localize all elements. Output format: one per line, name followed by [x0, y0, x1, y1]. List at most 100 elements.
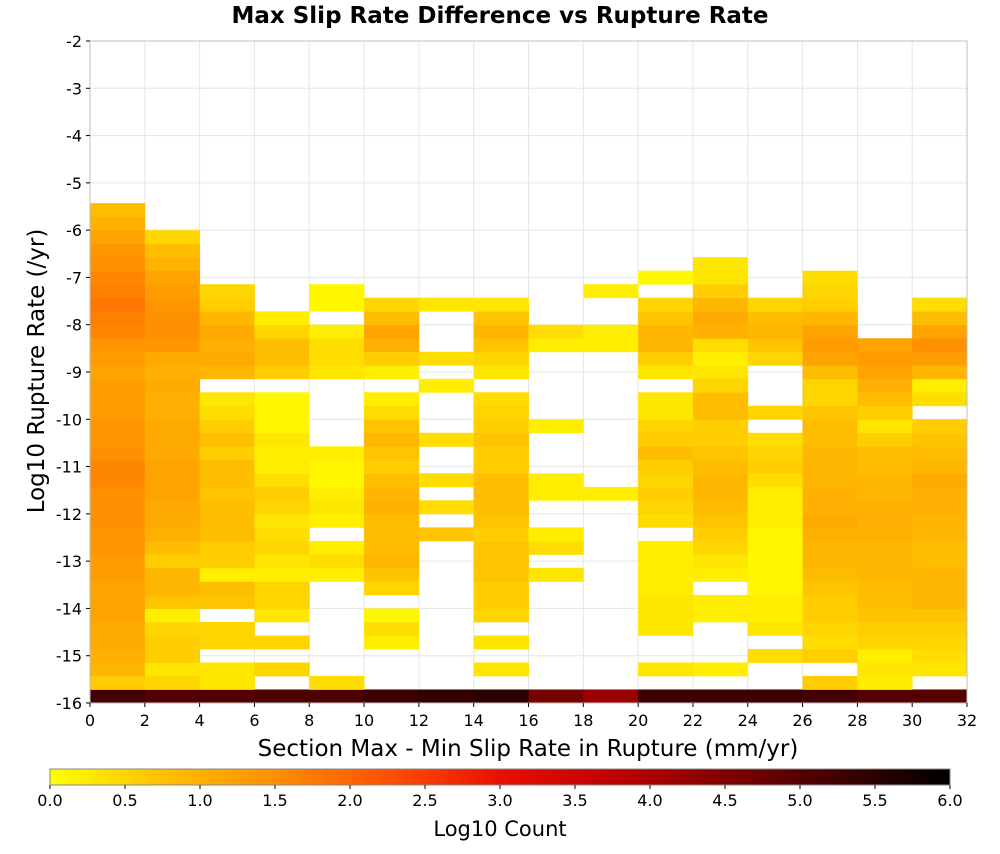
- heatmap-cell: [528, 473, 584, 488]
- heatmap-cell: [90, 554, 146, 569]
- heatmap-cell: [692, 459, 749, 474]
- x-axis-ticks: 0 2 4 6 8 10 12 14 16 18 20 22 24 26 28 30 32: [85, 703, 977, 730]
- heatmap-cell: [528, 567, 584, 582]
- heatmap-cell: [90, 365, 146, 380]
- heatmap-cell: [747, 689, 803, 704]
- heatmap-cell: [309, 540, 365, 555]
- heatmap-cell: [364, 446, 420, 461]
- heatmap-cell: [802, 392, 858, 407]
- heatmap-cell: [692, 473, 749, 488]
- heatmap-cell: [199, 419, 255, 434]
- heatmap-cell: [692, 594, 749, 609]
- heatmap-cell: [857, 662, 913, 677]
- heatmap-cell: [90, 540, 146, 555]
- y-tick-label: -4: [66, 127, 82, 146]
- heatmap-cell: [912, 500, 968, 515]
- heatmap-cell: [857, 689, 913, 704]
- heatmap-cell: [473, 338, 529, 353]
- heatmap-cell: [364, 459, 420, 474]
- heatmap-cell: [364, 540, 420, 555]
- heatmap-cell: [802, 338, 858, 353]
- heatmap-cell: [802, 675, 858, 690]
- heatmap-cell: [638, 486, 694, 501]
- heatmap-cell: [364, 405, 420, 420]
- heatmap-cell: [144, 297, 201, 312]
- heatmap-cell: [638, 581, 694, 596]
- heatmap-cell: [802, 270, 858, 285]
- heatmap-cell: [583, 324, 639, 339]
- heatmap-cell: [638, 405, 694, 420]
- heatmap-cell: [90, 297, 146, 312]
- colorbar-tick-label: 2.0: [337, 791, 362, 810]
- heatmap-cell: [364, 311, 420, 326]
- heatmap-cell: [254, 324, 310, 339]
- heatmap-cell: [912, 365, 968, 380]
- heatmap-cell: [473, 513, 529, 528]
- heatmap-cell: [90, 608, 146, 623]
- heatmap-cell: [857, 459, 913, 474]
- heatmap-cell: [802, 500, 858, 515]
- heatmap-cell: [692, 405, 749, 420]
- heatmap-cell: [144, 405, 201, 420]
- heatmap-cell: [90, 351, 146, 366]
- heatmap-cell: [254, 540, 310, 555]
- heatmap-cell: [90, 257, 146, 272]
- colorbar-label: Log10 Count: [433, 817, 566, 841]
- heatmap-cell: [747, 500, 803, 515]
- heatmap-cell: [638, 351, 694, 366]
- heatmap-cell: [802, 378, 858, 393]
- heatmap-cell: [912, 648, 968, 663]
- heatmap-cell: [144, 594, 201, 609]
- heatmap-cell: [912, 338, 968, 353]
- y-tick-label: -13: [56, 552, 82, 571]
- y-tick-label: -16: [56, 694, 82, 713]
- heatmap-cell: [692, 351, 749, 366]
- heatmap-cell: [857, 486, 913, 501]
- heatmap-cell: [473, 419, 529, 434]
- heatmap-cell: [90, 689, 146, 704]
- y-tick-label: -11: [56, 458, 82, 477]
- heatmap-cell: [747, 351, 803, 366]
- heatmap-cell: [747, 338, 803, 353]
- heatmap-cell: [747, 554, 803, 569]
- heatmap-cell: [90, 446, 146, 461]
- heatmap-cell: [638, 432, 694, 447]
- heatmap-cell: [90, 486, 146, 501]
- x-tick-label: 14: [464, 711, 484, 730]
- heatmap-cell: [199, 486, 255, 501]
- heatmap-cell: [309, 324, 365, 339]
- heatmap-cell: [473, 365, 529, 380]
- heatmap-cell: [144, 446, 201, 461]
- heatmap-cell: [802, 311, 858, 326]
- heatmap-cell: [912, 608, 968, 623]
- heatmap-cell: [144, 378, 201, 393]
- heatmap-cell: [309, 297, 365, 312]
- heatmap-cell: [638, 392, 694, 407]
- colorbar-tick-label: 0.0: [37, 791, 62, 810]
- heatmap-cell: [692, 338, 749, 353]
- heatmap-cell: [747, 324, 803, 339]
- heatmap-cell: [857, 581, 913, 596]
- heatmap-cell: [747, 513, 803, 528]
- y-tick-label: -14: [56, 599, 82, 618]
- colorbar-tick-label: 3.0: [487, 791, 512, 810]
- heatmap-cell: [90, 338, 146, 353]
- heatmap-cell: [747, 459, 803, 474]
- x-tick-label: 8: [304, 711, 314, 730]
- heatmap-cell: [90, 527, 146, 542]
- heatmap-cell: [309, 351, 365, 366]
- heatmap-cell: [90, 662, 146, 677]
- heatmap-cell: [802, 567, 858, 582]
- heatmap-cell: [638, 324, 694, 339]
- x-tick-label: 16: [518, 711, 538, 730]
- heatmap-cell: [638, 365, 694, 380]
- heatmap-cell: [90, 635, 146, 650]
- heatmap-cell: [857, 351, 913, 366]
- heatmap-cell: [912, 635, 968, 650]
- x-tick-label: 2: [140, 711, 150, 730]
- heatmap-cell: [254, 365, 310, 380]
- heatmap-cell: [199, 311, 255, 326]
- x-tick-label: 30: [902, 711, 922, 730]
- heatmap-cell: [309, 567, 365, 582]
